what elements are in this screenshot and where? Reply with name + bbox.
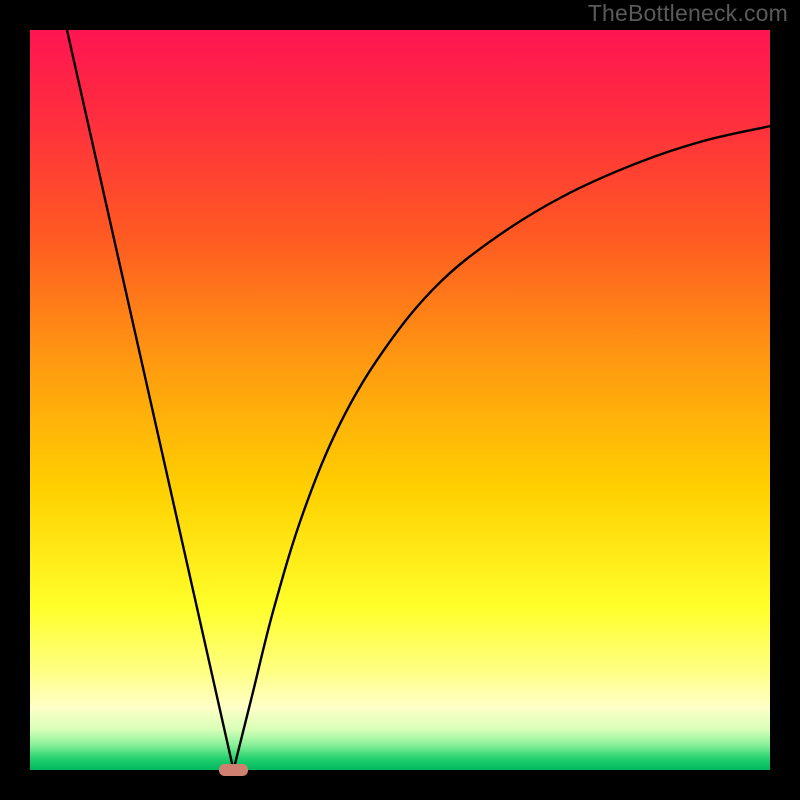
chart-container: TheBottleneck.com bbox=[0, 0, 800, 800]
watermark-text: TheBottleneck.com bbox=[588, 0, 788, 27]
optimal-point-marker bbox=[219, 764, 247, 775]
plot-area bbox=[30, 30, 770, 770]
bottleneck-curve bbox=[30, 30, 770, 770]
